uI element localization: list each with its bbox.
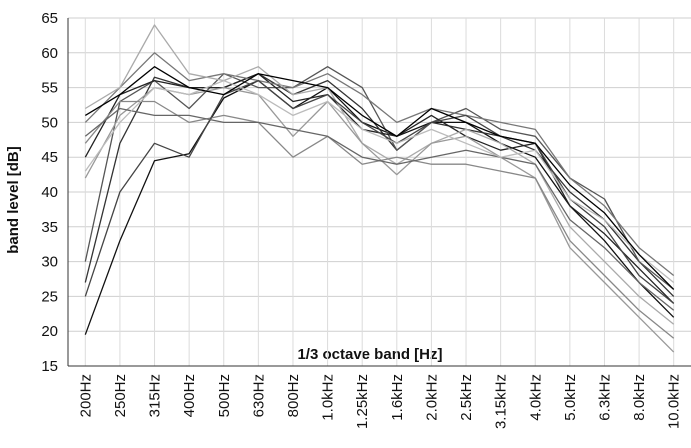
series-line: [84, 86, 675, 353]
x-tick-label: 630Hz: [250, 374, 267, 417]
y-tick-label: 35: [41, 219, 58, 236]
x-tick-label: 8.0kHz: [631, 374, 648, 421]
x-tick-label: 2.0kHz: [423, 374, 440, 421]
series-line: [84, 52, 675, 277]
series-line: [84, 107, 675, 311]
x-tick-label: 315Hz: [147, 374, 164, 417]
y-tick-label: 15: [41, 358, 58, 375]
x-tick-label: 6.3kHz: [596, 374, 613, 421]
x-tick-label: 2.5kHz: [458, 374, 475, 421]
series-line: [84, 66, 675, 290]
x-tick-label: 1.0kHz: [320, 374, 337, 421]
y-tick-label: 65: [41, 10, 58, 27]
x-tick-label: 3.15kHz: [493, 374, 510, 429]
y-tick-label: 25: [41, 288, 58, 305]
x-tick-label: 4.0kHz: [527, 374, 544, 421]
series-line: [84, 66, 675, 290]
y-tick-label: 20: [41, 323, 58, 340]
x-tick-label: 250Hz: [112, 374, 129, 417]
y-tick-label: 45: [41, 149, 58, 166]
x-axis-label: 1/3 octave band [Hz]: [297, 346, 442, 363]
x-tick-label: 800Hz: [285, 374, 302, 417]
x-tick-label: 200Hz: [77, 374, 94, 417]
series-line: [84, 24, 675, 325]
y-tick-label: 60: [41, 45, 58, 62]
x-tick-label: 5.0kHz: [562, 374, 579, 421]
series-line: [84, 79, 675, 304]
x-tick-label: 1.25kHz: [354, 374, 371, 429]
y-tick-label: 55: [41, 80, 58, 97]
x-tick-label: 400Hz: [181, 374, 198, 417]
x-tick-label: 1.6kHz: [389, 374, 406, 421]
y-tick-label: 40: [41, 184, 58, 201]
series-line: [84, 79, 675, 284]
y-tick-label: 30: [41, 254, 58, 271]
y-tick-label: 50: [41, 114, 58, 131]
x-tick-label: 10.0kHz: [666, 374, 683, 429]
y-axis-label: band level [dB]: [5, 146, 22, 254]
x-tick-label: 500Hz: [216, 374, 233, 417]
